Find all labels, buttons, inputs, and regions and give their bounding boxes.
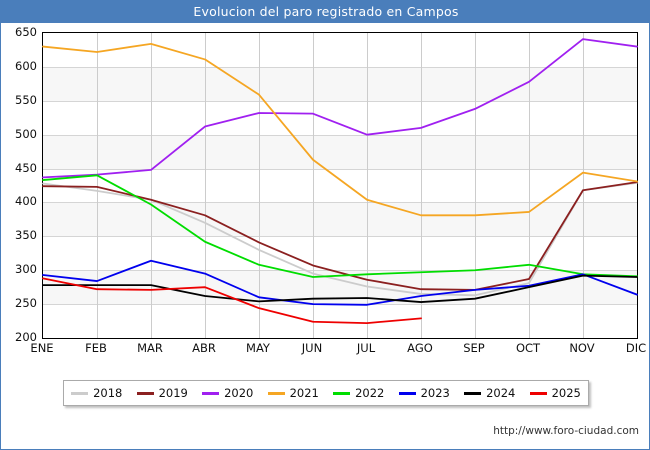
legend-item-2020[interactable]: 2020 [202, 386, 253, 400]
plot-area [42, 32, 638, 339]
legend-swatch-icon [136, 391, 154, 395]
legend-label: 2018 [93, 386, 123, 400]
plot-band [43, 66, 637, 101]
series-lines [42, 38, 638, 324]
series-line-2021 [42, 42, 638, 217]
gridline-vertical [421, 33, 422, 338]
y-axis-tick-label: 550 [15, 92, 37, 107]
x-axis-tick-label: JUL [356, 341, 376, 355]
gridline-vertical [205, 33, 206, 338]
x-axis-tick-label: MAR [137, 341, 163, 355]
x-axis-tick-label: DIC [625, 341, 647, 355]
x-axis-tick-label: AGO [407, 341, 433, 355]
x-axis-tick-label: JUN [301, 341, 323, 355]
series-line-2019 [42, 181, 638, 291]
legend-swatch-icon [333, 391, 351, 395]
legend-label: 2020 [224, 386, 254, 400]
legend-item-2018[interactable]: 2018 [71, 386, 122, 400]
gridline-horizontal [43, 67, 637, 68]
gridline-vertical [313, 33, 314, 338]
series-line-2020 [42, 38, 638, 179]
legend-swatch-icon [398, 391, 416, 395]
plot-band [43, 134, 637, 169]
window-title: Evolucion del paro registrado en Campos [1, 1, 650, 23]
legend-item-2024[interactable]: 2024 [464, 386, 515, 400]
legend-swatch-icon [464, 391, 482, 395]
chart-legend: 2018 2019 2020 2021 2022 2023 2024 2025 [63, 380, 589, 406]
gridline-horizontal [43, 101, 637, 102]
gridline-vertical [97, 33, 98, 338]
legend-label: 2019 [158, 386, 188, 400]
y-axis-tick-label: 200 [15, 330, 37, 344]
gridline-vertical [151, 33, 152, 338]
x-axis-tick-label: SEP [463, 341, 485, 355]
legend-label: 2023 [420, 386, 450, 400]
y-axis-tick-label: 500 [15, 126, 37, 141]
series-line-2024 [42, 274, 638, 303]
gridline-horizontal [43, 169, 637, 170]
x-axis-tick-label: OCT [515, 341, 541, 355]
footer-url: http://www.foro-ciudad.com [493, 425, 639, 437]
x-axis-tick-label: ABR [192, 341, 216, 355]
x-axis-tick-label: NOV [569, 341, 595, 355]
x-axis-tick-label: FEB [85, 341, 107, 355]
gridline-horizontal [43, 135, 637, 136]
legend-swatch-icon [529, 391, 547, 395]
gridline-vertical [367, 33, 368, 338]
legend-item-2019[interactable]: 2019 [136, 386, 188, 400]
legend-swatch-icon [71, 391, 89, 395]
y-axis-tick-label: 250 [15, 296, 37, 311]
legend-label: 2025 [551, 386, 581, 400]
x-axis-tick-label: MAY [246, 341, 270, 355]
gridline-horizontal [43, 236, 637, 237]
legend-label: 2022 [355, 386, 385, 400]
y-axis-tick-label: 350 [15, 228, 37, 243]
gridline-vertical [529, 33, 530, 338]
series-line-2018 [42, 181, 638, 297]
legend-label: 2024 [486, 386, 516, 400]
series-line-2022 [42, 174, 638, 278]
gridline-horizontal [43, 270, 637, 271]
legend-item-2025[interactable]: 2025 [529, 386, 581, 400]
series-line-2025 [42, 277, 422, 324]
y-axis-tick-label: 300 [15, 262, 37, 277]
legend-swatch-icon [202, 391, 220, 395]
legend-swatch-icon [267, 391, 285, 395]
gridline-vertical [259, 33, 260, 338]
gridline-vertical [583, 33, 584, 338]
y-axis-tick-label: 600 [15, 58, 37, 73]
y-axis-tick-label: 650 [15, 25, 37, 39]
legend-item-2022[interactable]: 2022 [333, 386, 384, 400]
gridline-horizontal [43, 202, 637, 203]
series-line-2023 [42, 259, 638, 306]
y-axis-tick-label: 400 [15, 194, 37, 209]
legend-item-2023[interactable]: 2023 [398, 386, 450, 400]
legend-label: 2021 [289, 386, 319, 400]
gridline-vertical [475, 33, 476, 338]
plot-band [43, 202, 637, 237]
x-axis-tick-label: ENE [30, 341, 54, 355]
legend-item-2021[interactable]: 2021 [267, 386, 319, 400]
y-axis-tick-label: 450 [15, 160, 37, 175]
